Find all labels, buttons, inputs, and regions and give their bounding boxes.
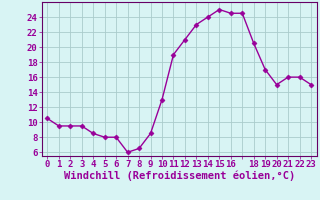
X-axis label: Windchill (Refroidissement éolien,°C): Windchill (Refroidissement éolien,°C) xyxy=(64,171,295,181)
